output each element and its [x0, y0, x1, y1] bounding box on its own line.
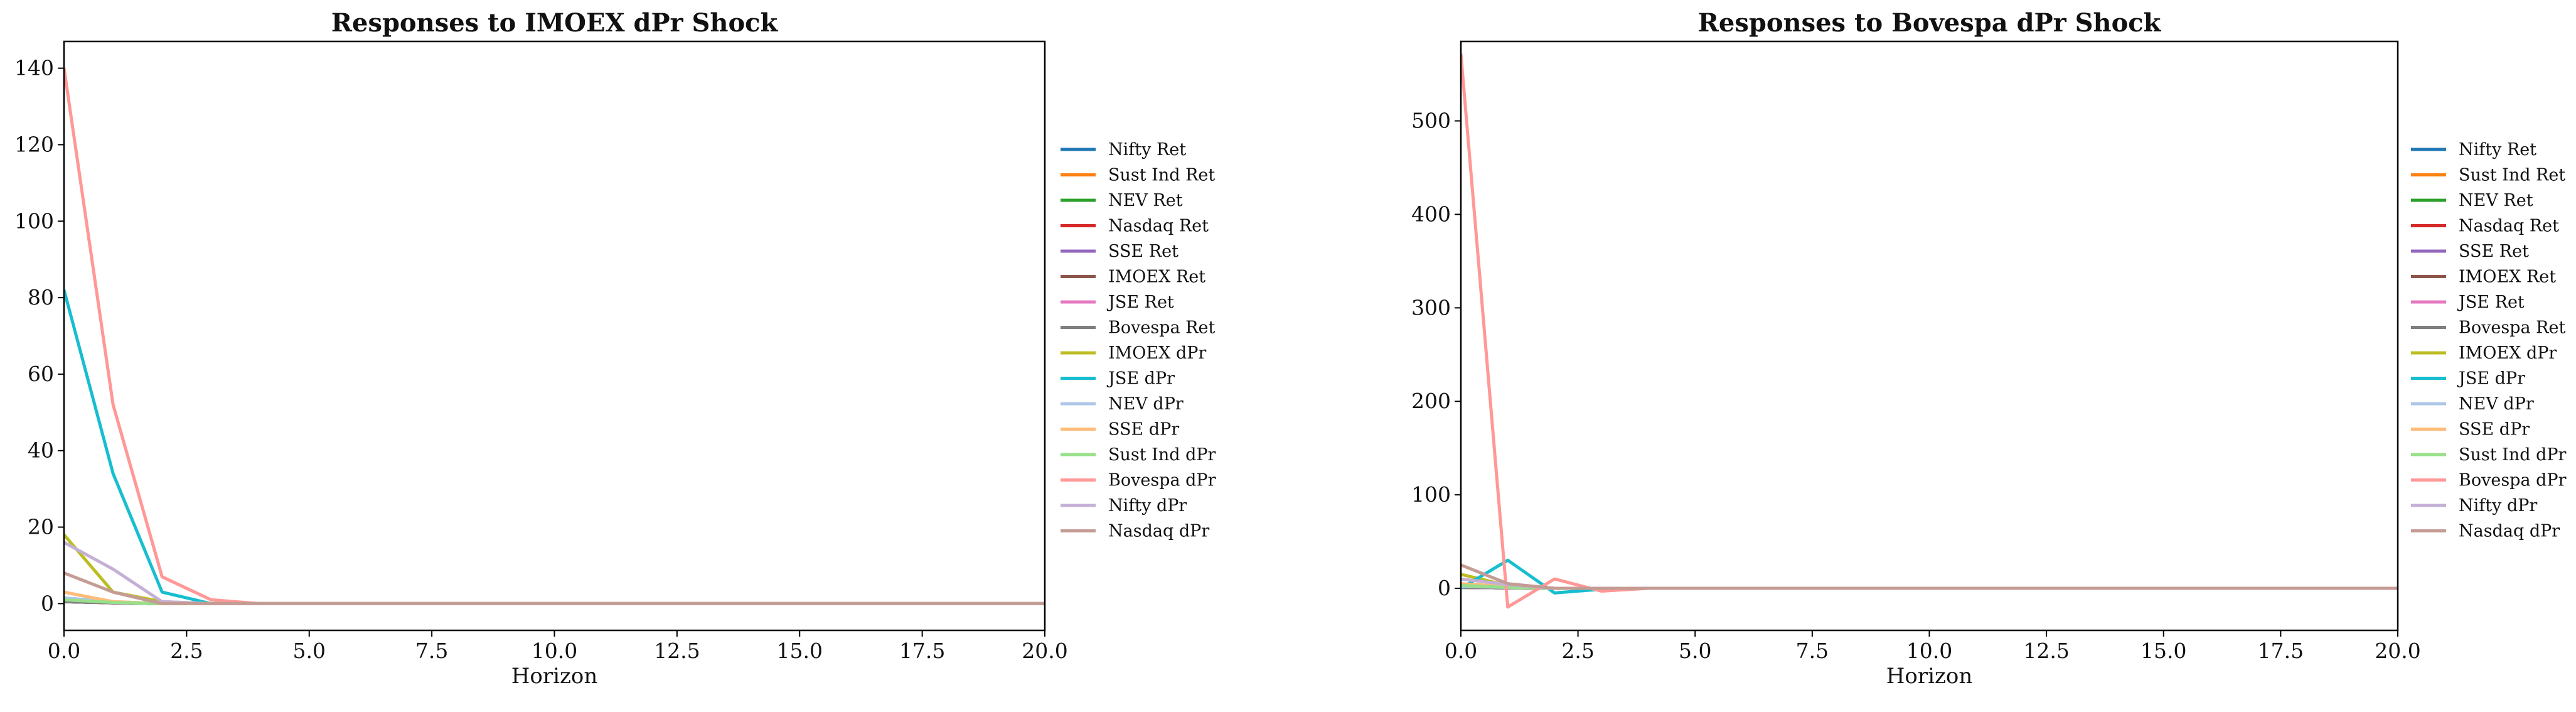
x-tick-label: 10.0 [532, 639, 577, 663]
x-tick-label: 10.0 [1906, 639, 1952, 663]
legend-label: SSE dPr [2459, 420, 2530, 440]
y-tick-label: 20 [28, 515, 54, 539]
legend-label: SSE dPr [1108, 420, 1179, 440]
legend-label: Bovespa dPr [1108, 471, 1216, 490]
series-line-sse-dpr [64, 590, 1045, 605]
legend-label: IMOEX Ret [2459, 267, 2556, 287]
y-tick-label: 60 [28, 362, 54, 386]
x-tick-label: 7.5 [1796, 639, 1829, 663]
legend-label: Bovespa Ret [1108, 318, 1215, 338]
legend-label: JSE Ret [2457, 293, 2525, 312]
series-line-imoex-dpr [1461, 573, 2398, 590]
x-tick-label: 5.0 [1679, 639, 1711, 663]
chart-2: Responses to Bovespa dPr Shock 0.0 2.5 5.0 7… [1411, 8, 2567, 689]
legend-label: Nasdaq dPr [1108, 522, 1209, 541]
x-tick-label: 15.0 [777, 639, 823, 663]
y-tick-label: 40 [28, 438, 54, 463]
x-tick-label: 15.0 [2140, 639, 2186, 663]
y-tick-label: 200 [1411, 389, 1451, 413]
y-tick-label: 0 [41, 591, 54, 615]
y-tick-label: 100 [14, 208, 54, 233]
x-tick-label: 7.5 [415, 639, 448, 663]
x-tick-label: 17.5 [899, 639, 945, 663]
legend-label: SSE Ret [2459, 242, 2529, 261]
legend-label: JSE dPr [2457, 369, 2525, 389]
plot-frame [1460, 40, 2399, 632]
legend-label: SSE Ret [1108, 242, 1178, 261]
legend-label: IMOEX dPr [2459, 343, 2557, 363]
legend-label: Nasdaq dPr [2459, 522, 2560, 541]
x-tick-label: 12.5 [2023, 639, 2069, 663]
legend-label: Sust Ind Ret [2459, 166, 2565, 185]
legend-label: Sust Ind dPr [1108, 445, 1216, 465]
chart-1: Responses to IMOEX dPr Shock 0.0 2.5 5.0 7.5… [14, 8, 1216, 689]
legend-label: JSE Ret [1106, 293, 1174, 312]
legend-label: IMOEX dPr [1108, 343, 1206, 363]
y-tick-label: 400 [1411, 202, 1451, 226]
series-line-nifty-dpr [64, 541, 1045, 605]
legend-label: IMOEX Ret [1108, 267, 1205, 287]
series-line-nasdaq-dpr [64, 571, 1045, 605]
chart-title: Responses to Bovespa dPr Shock [1698, 8, 2162, 38]
legend-label: Sust Ind dPr [2459, 445, 2567, 465]
plot-frame [63, 40, 1046, 632]
series-line-bovespa-dpr [1461, 53, 2398, 609]
series-line-bovespa-dpr [64, 68, 1045, 605]
series-line-jse-dpr [64, 289, 1045, 605]
series-lines [1461, 53, 2398, 609]
y-tick-label: 500 [1411, 109, 1451, 133]
y-tick-label: 120 [14, 132, 54, 156]
y-tick-label: 80 [28, 285, 54, 310]
legend-label: Sust Ind Ret [1108, 166, 1215, 185]
x-tick-label: 5.0 [293, 639, 326, 663]
legend-label: NEV dPr [1108, 394, 1184, 414]
legend-label: Bovespa dPr [2459, 471, 2567, 490]
legend-label: Nifty dPr [1108, 496, 1187, 515]
y-tick-label: 100 [1411, 482, 1451, 507]
series-lines [64, 68, 1045, 605]
legend-label: NEV Ret [1108, 191, 1183, 210]
legend-label: Nifty dPr [2459, 496, 2537, 515]
x-tick-label: 17.5 [2258, 639, 2304, 663]
legend-label: JSE dPr [1106, 369, 1175, 389]
x-tick-label: 0.0 [48, 639, 80, 663]
legend-label: NEV Ret [2459, 191, 2533, 210]
y-tick-label: 140 [14, 56, 54, 80]
chart-title: Responses to IMOEX dPr Shock [331, 8, 779, 38]
x-tick-label: 2.5 [170, 639, 203, 663]
x-tick-label: 0.0 [1445, 639, 1477, 663]
legend-label: Nasdaq Ret [1108, 217, 1209, 236]
legend: Nifty Ret Sust Ind Ret NEV Ret Nasdaq Ret SS… [1061, 140, 1216, 541]
y-tick-label: 300 [1411, 295, 1451, 320]
legend-label: Bovespa Ret [2459, 318, 2565, 338]
legend-label: Nifty Ret [2459, 140, 2536, 159]
series-line-nasdaq-dpr [1461, 563, 2398, 590]
x-axis-label: Horizon [511, 664, 598, 689]
x-tick-label: 20.0 [2375, 639, 2420, 663]
y-tick-label: 0 [1438, 576, 1451, 600]
legend-label: Nifty Ret [1108, 140, 1186, 159]
series-line-imoex-dpr [64, 534, 1045, 605]
legend-label: NEV dPr [2459, 394, 2534, 414]
x-tick-label: 2.5 [1561, 639, 1594, 663]
legend: Nifty Ret Sust Ind Ret NEV Ret Nasdaq Ret SS… [2411, 140, 2567, 541]
x-tick-label: 12.5 [654, 639, 700, 663]
x-tick-label: 20.0 [1022, 639, 1067, 663]
x-axis-label: Horizon [1886, 664, 1973, 689]
legend-label: Nasdaq Ret [2459, 217, 2559, 236]
